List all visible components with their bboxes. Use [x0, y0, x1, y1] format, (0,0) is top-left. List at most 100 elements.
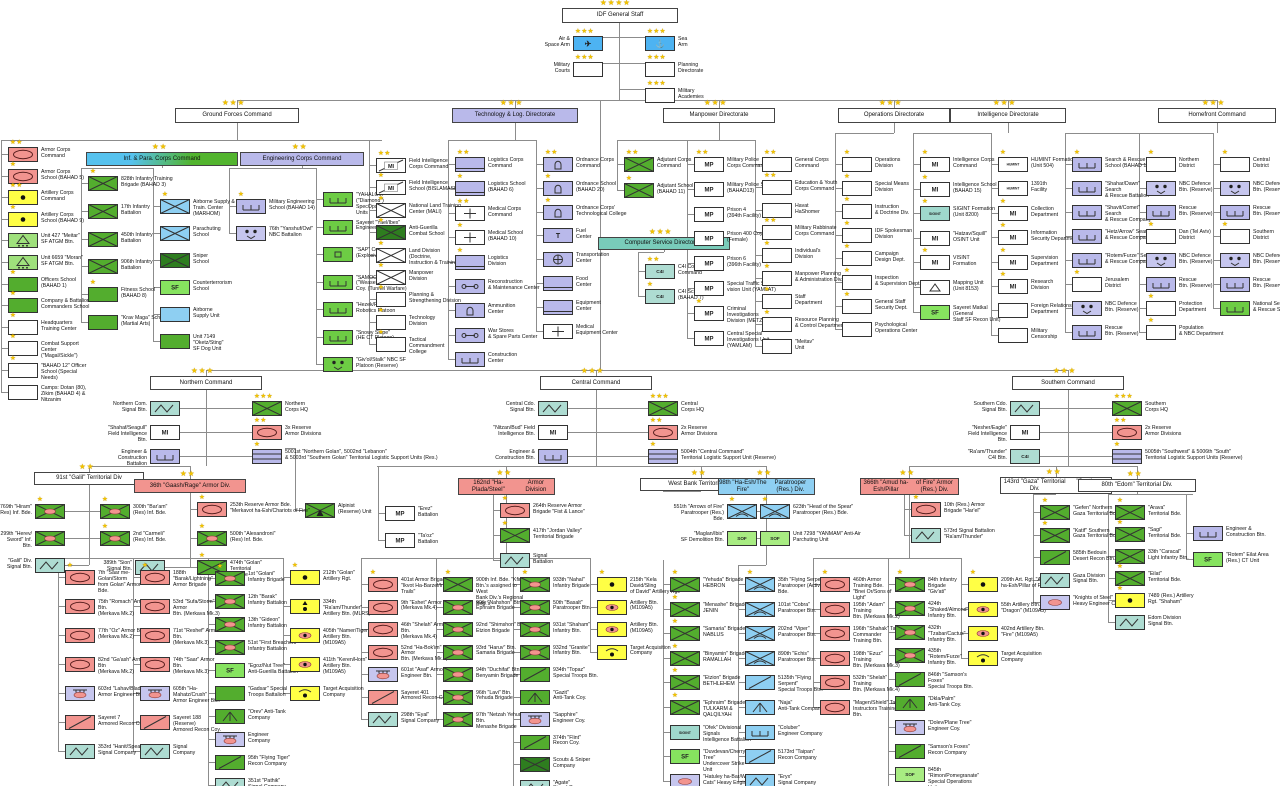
southern-command: Southern Command: [1012, 376, 1124, 390]
unit-stub-line: [617, 190, 624, 191]
unit-stub-line: [991, 310, 998, 312]
column-spine-line: [913, 133, 914, 313]
unit-stub-line: [835, 234, 842, 236]
unit-stub-line: [738, 780, 745, 782]
unit-label: Information Security Department: [1031, 230, 1079, 243]
armor-unit-symbol-icon: [65, 628, 95, 643]
unit-label: Edom Division Signal Btn.: [1148, 615, 1182, 627]
unit-label: "Hatzav/Squill" OSINT Unit: [953, 230, 987, 243]
unit-stars: ★★★: [647, 54, 666, 61]
unit-label: Field Intelligence Corps Command: [409, 158, 449, 170]
svg-text:MP: MP: [705, 311, 714, 317]
unit-label: Research Division: [1031, 279, 1054, 291]
unit-stub-line: [448, 286, 455, 287]
column-spine-line: [283, 558, 284, 694]
unit-label: Special Means Division: [875, 180, 910, 193]
log-unit-symbol-icon: [543, 299, 573, 315]
humint-unit-symbol-icon: HUMINT: [998, 157, 1028, 172]
unit-stub-line: [448, 237, 455, 239]
unit-label: 890th "Echis" Paratrooper Btn.: [778, 650, 817, 663]
plain-unit-symbol-icon: [998, 303, 1028, 319]
unit-stars: ★★★: [647, 80, 666, 87]
svg-text:MP: MP: [705, 187, 714, 193]
unit-stub-line: [58, 635, 65, 636]
unit-label: Target Acquisition Company: [630, 644, 671, 657]
unit-label: Sniper School: [193, 253, 209, 265]
xo-unit-symbol-icon: [443, 599, 473, 615]
sf-unit-symbol-icon: SF: [160, 280, 190, 295]
unit-stub-line: [904, 535, 911, 536]
unit-stub-line: [81, 322, 88, 323]
unit-label: 424th "Shaked/Almond" Infantry Btn.: [928, 600, 969, 619]
operations-directorate-stars: ★★★: [879, 98, 903, 107]
para-unit-symbol-icon: [745, 601, 775, 617]
unit-stub-line: [316, 281, 323, 283]
unit-label: Signal Company: [173, 744, 196, 756]
unit-label: "Hetz/Arrow" Search & Rescue Company: [1105, 229, 1153, 241]
whx-unit-symbol-icon: [376, 202, 406, 218]
spl-unit-symbol-icon: [520, 667, 550, 682]
unit-stub-line: [1065, 308, 1072, 309]
unit-stub-line: [1, 326, 8, 328]
unit-stub-line: [961, 657, 968, 659]
unit-label: Unit 7149 "Oketz/Sting" SF Dog Unit: [193, 334, 224, 352]
svg-text:MI: MI: [932, 261, 939, 267]
mp-unit-symbol-icon: MP: [694, 330, 724, 346]
unit-stars: ★: [762, 496, 769, 503]
xo-unit-symbol-icon: [520, 577, 550, 592]
unit-stars: ★: [844, 290, 851, 298]
unit-label: IDF Spokesman Division: [875, 227, 913, 240]
unit-stars: ★: [764, 263, 771, 270]
unit-stub-line: [361, 606, 368, 608]
connector-line: [813, 558, 961, 559]
connector-line: [738, 565, 766, 566]
mp-unit-symbol-icon: MP: [694, 206, 724, 222]
unit-label: "Naja" Anti-Tank Company: [778, 700, 824, 712]
unit-stars: ★: [1148, 149, 1155, 156]
unit-label: Headquarters Training Center: [41, 319, 77, 332]
unit-label: Artillery Corps Command: [41, 190, 74, 203]
unit-stub-line: [1, 262, 8, 263]
nbc-unit-symbol-icon: [1072, 301, 1102, 316]
armor-unit-symbol-icon: [65, 599, 95, 614]
unit-stub-line: [361, 651, 368, 653]
unit-label: "Rotem/Furze" Search & Rescue Company: [1105, 253, 1157, 265]
unit-stub-line: [513, 674, 520, 675]
connector-line: [237, 123, 238, 140]
unit-stub-line: [448, 334, 455, 336]
unit-label: 74th "Saar" Armor Btn. (Merkava Mk.3): [173, 657, 215, 675]
engm-unit-symbol-icon: [215, 732, 245, 747]
armor-unit-symbol-icon: [140, 628, 170, 643]
unit-label: "Yehuda" Brigade HEBRON: [703, 577, 744, 589]
plain-unit-symbol-icon: [842, 298, 872, 314]
unit-label: Psychological Operations Center: [875, 322, 918, 335]
unit-label: 10th (Res.) Armor Brigade "Har'el": [944, 502, 985, 514]
connector-line: [1040, 408, 1112, 409]
connector-line: [568, 432, 648, 433]
unit-stub-line: [835, 282, 842, 283]
snip-unit-symbol-icon: [520, 757, 550, 772]
mp-unit-symbol-icon: MP: [694, 305, 724, 321]
unit-label: Southern District: [1253, 229, 1275, 241]
unit-stub-line: [617, 164, 624, 165]
connector-line: [601, 63, 645, 64]
div-98-ha-esh: 98th "Ha-Esh/The Fire" Paratrooper (Res.)…: [718, 478, 815, 495]
unit-label: 13th "Gideon" Infantry Battalion: [248, 617, 287, 629]
svg-text:✈: ✈: [585, 39, 592, 48]
engg-unit-symbol-icon: [323, 274, 353, 290]
unit-stars: ★: [545, 172, 552, 180]
unit-stars: ★★★: [575, 54, 594, 61]
svg-text:SF: SF: [1204, 558, 1212, 564]
unit-stub-line: [663, 682, 670, 684]
mi-unit-symbol-icon: MI: [998, 205, 1028, 221]
sig-unit-symbol-icon: [538, 401, 568, 416]
unit-stars: ★: [457, 222, 464, 230]
armor-unit-symbol-icon: [8, 168, 38, 184]
unit-label: "Snowy Slope" (HE CT Platoon): [356, 329, 394, 342]
xo-unit-symbol-icon: [35, 504, 65, 519]
connector-line: [162, 166, 163, 168]
inf-unit-symbol-icon: [1115, 505, 1145, 520]
unit-label: Airborne Supply Unit: [193, 307, 220, 319]
unit-stars: ★: [37, 496, 44, 503]
unit-stub-line: [316, 364, 323, 365]
